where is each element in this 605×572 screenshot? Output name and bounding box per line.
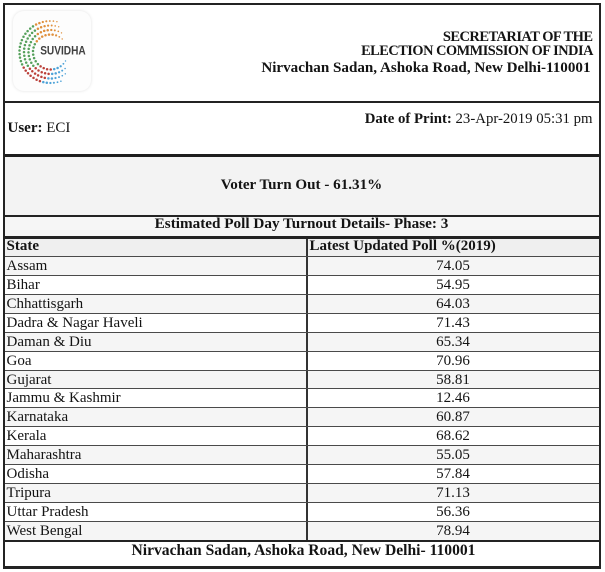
svg-text:SUVIDHA: SUVIDHA [40,46,85,58]
